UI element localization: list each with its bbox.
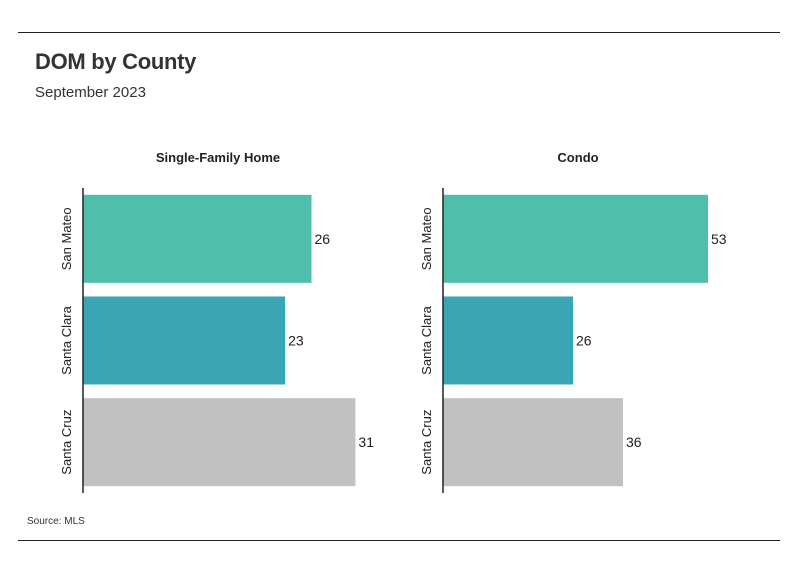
- category-label-condo-san-mateo: San Mateo: [419, 207, 434, 270]
- bar-single-family-home-san-mateo: [83, 194, 312, 283]
- panel-title-single-family-home: Single-Family Home: [156, 150, 280, 165]
- data-label-single-family-home-santa-cruz: 31: [358, 434, 374, 450]
- bar-condo-san-mateo: [443, 194, 708, 283]
- data-label-condo-san-mateo: 53: [711, 231, 727, 247]
- source-note: Source: MLS: [27, 516, 85, 527]
- category-label-condo-santa-cruz: Santa Cruz: [419, 410, 434, 475]
- bottom-rule: [18, 540, 780, 541]
- category-label-single-family-home-santa-clara: Santa Clara: [59, 305, 74, 374]
- chart-subtitle: September 2023: [35, 84, 146, 101]
- panel-title-condo: Condo: [557, 150, 598, 165]
- data-label-condo-santa-cruz: 36: [626, 434, 642, 450]
- data-label-single-family-home-santa-clara: 23: [288, 333, 304, 349]
- chart-title: DOM by County: [35, 49, 197, 74]
- bar-single-family-home-santa-cruz: [83, 398, 356, 487]
- data-label-single-family-home-san-mateo: 26: [314, 231, 330, 247]
- category-label-condo-santa-clara: Santa Clara: [419, 305, 434, 374]
- top-rule: [18, 32, 780, 33]
- category-label-single-family-home-santa-cruz: Santa Cruz: [59, 410, 74, 475]
- bar-condo-santa-clara: [443, 296, 573, 385]
- bar-condo-santa-cruz: [443, 398, 623, 487]
- category-label-single-family-home-san-mateo: San Mateo: [59, 207, 74, 270]
- data-label-condo-santa-clara: 26: [576, 333, 592, 349]
- bar-single-family-home-santa-clara: [83, 296, 286, 385]
